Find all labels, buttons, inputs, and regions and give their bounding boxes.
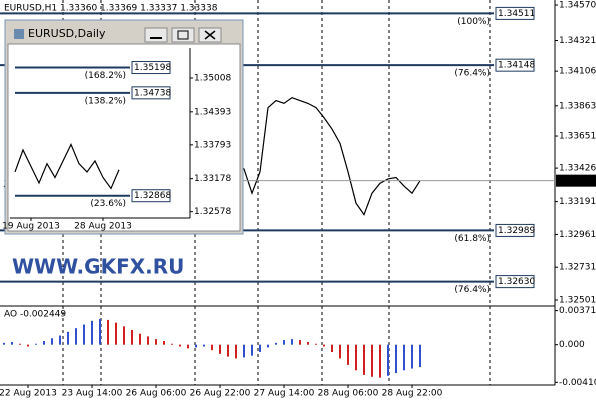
fib-value-label: 1.32630 <box>498 277 535 287</box>
fib-value-box <box>495 275 535 289</box>
fib-value-box <box>131 86 171 100</box>
maximize-glyph <box>177 30 189 40</box>
y-tick-label: 1.33426 <box>559 164 596 174</box>
ao-pane: 0.003715 0.000 -0.004107 <box>3 306 596 388</box>
y-tick-label: 1.32578 <box>194 207 231 217</box>
chart-title: EURUSD,H1 1.33360 1.33369 1.33337 1.3333… <box>4 4 218 14</box>
last-price-label: 1.33338 <box>559 176 596 186</box>
window-icon <box>14 29 24 39</box>
x-tick-label: 26 Aug 06:00 <box>126 389 187 399</box>
x-tick-label: 28 Aug 06:00 <box>318 389 379 399</box>
inset-window: EURUSD,Daily 1.35008 1.34393 1.33793 1.3317… <box>2 19 244 235</box>
y-tick-label: 1.34393 <box>194 107 231 117</box>
fib-percent-label: (76.4%) <box>454 285 490 295</box>
y-tick-label: 1.35008 <box>194 73 231 83</box>
last-price-box <box>556 174 596 187</box>
y-tick-label: 1.34321 <box>559 36 596 46</box>
fib-percent-label: (100%) <box>457 17 490 27</box>
window-title: EURUSD,Daily <box>28 27 106 40</box>
minimize-button[interactable] <box>144 27 168 43</box>
price-line <box>14 142 120 190</box>
indicator-title: AO -0.002449 <box>4 310 66 320</box>
x-tick-label: 26 Aug 22:00 <box>190 389 251 399</box>
x-tick-label: 27 Aug 14:00 <box>254 389 315 399</box>
fib-value-box <box>495 6 535 20</box>
fib-value-box <box>495 58 535 72</box>
y-tick-label: 1.33191 <box>559 197 596 207</box>
fib-percent-label: (23.6%) <box>90 199 126 209</box>
y-tick-label: 1.34106 <box>559 67 596 77</box>
y-tick-label: 1.32961 <box>559 230 596 240</box>
y-tick-label: 1.33863 <box>559 101 596 111</box>
y-tick-label: 1.34570 <box>559 0 596 10</box>
y-tick-label: 1.32501 <box>559 296 596 306</box>
fib-value-label: 1.32989 <box>498 226 535 236</box>
x-tick-label: 28 Aug 22:00 <box>382 389 443 399</box>
watermark: WWW.GKFX.RU <box>12 255 184 279</box>
y-tick-label: 1.33651 <box>559 132 596 142</box>
y-tick-label: 1.33793 <box>194 140 231 150</box>
fib-percent-label: (168.2%) <box>85 71 126 81</box>
y-tick-label: 1.33178 <box>194 174 231 184</box>
x-tick-label: 22 Aug 2013 <box>0 389 57 399</box>
fib-percent-label: (76.4%) <box>454 69 490 79</box>
fib-value-label: 1.34511 <box>498 9 535 19</box>
fib-percent-label: (61.8%) <box>454 234 490 244</box>
fib-percent-label: (138.2%) <box>85 96 126 106</box>
fib-value-label: 1.35198 <box>134 63 171 73</box>
fib-value-label: 1.34148 <box>498 61 535 71</box>
fib-value-label: 1.34738 <box>134 88 171 98</box>
fib-value-box <box>131 61 171 75</box>
fib-value-box <box>131 189 171 203</box>
x-tick-label: 23 Aug 14:00 <box>62 389 123 399</box>
x-tick-label: 28 Aug 2013 <box>74 222 132 232</box>
maximize-button[interactable] <box>171 27 195 43</box>
fib-value-label: 1.32868 <box>134 191 171 201</box>
close-glyph <box>204 30 216 40</box>
window-client <box>7 43 241 232</box>
y-tick-label: -0.004107 <box>559 378 596 388</box>
y-tick-label: 0.000 <box>559 340 585 350</box>
y-tick-label: 1.32731 <box>559 263 596 273</box>
x-tick-label: 19 Aug 2013 <box>2 222 60 232</box>
y-tick-label: 0.003715 <box>559 306 596 316</box>
fib-value-box <box>495 223 535 237</box>
